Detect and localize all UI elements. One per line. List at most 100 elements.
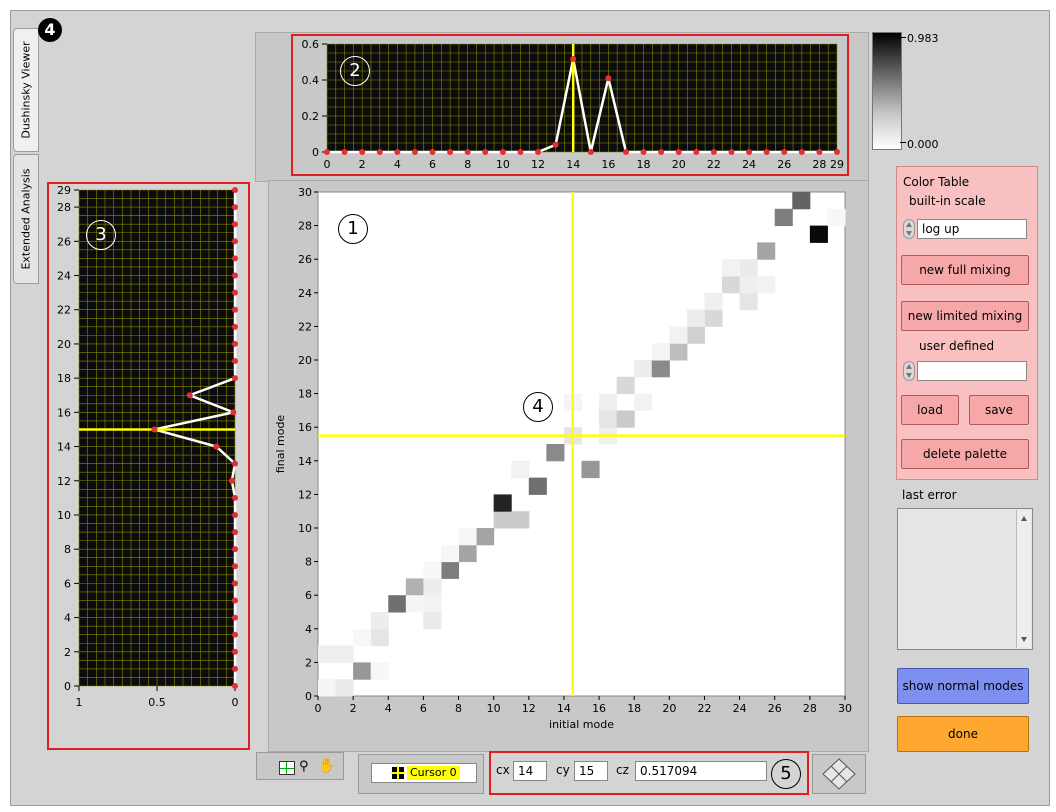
tab-extended-analysis[interactable]: Extended Analysis bbox=[13, 154, 39, 284]
done-button[interactable]: done bbox=[897, 716, 1029, 752]
x-tick-label: 22 bbox=[697, 702, 711, 715]
data-point bbox=[232, 546, 238, 553]
cy-field[interactable]: 15 bbox=[574, 761, 608, 781]
x-tick-label: 10 bbox=[496, 158, 510, 171]
data-point bbox=[394, 149, 401, 155]
data-point bbox=[232, 358, 238, 365]
cursor-mover-diamond-icon[interactable] bbox=[813, 755, 865, 793]
x-tick-label: 12 bbox=[531, 158, 545, 171]
x-tick-label: 0.5 bbox=[148, 696, 166, 709]
tab-dushinsky-viewer[interactable]: Dushinsky Viewer bbox=[13, 28, 39, 152]
data-point bbox=[232, 494, 238, 501]
data-point bbox=[499, 149, 506, 155]
y-tick-label: 8 bbox=[305, 556, 312, 569]
data-point bbox=[232, 289, 238, 296]
user-defined-spinner[interactable] bbox=[903, 361, 915, 381]
heatmap-cell bbox=[458, 528, 477, 546]
y-tick-label: 29 bbox=[57, 184, 71, 197]
data-point bbox=[763, 149, 770, 155]
x-tick-label: 18 bbox=[637, 158, 651, 171]
heatmap-cell bbox=[440, 561, 460, 579]
top-line-chart[interactable]: 00.20.40.60 2 4 6 8 10 12 14 16 18 20 22 24 26 28 29 bbox=[293, 36, 847, 174]
y-tick-label: 2 bbox=[64, 646, 71, 659]
colorbar-tick-min bbox=[900, 142, 906, 143]
user-defined-label: user defined bbox=[919, 339, 995, 353]
cursor-crosshair-icon bbox=[391, 766, 405, 780]
cursor-name[interactable]: Cursor 0 bbox=[407, 766, 460, 780]
data-point bbox=[376, 149, 383, 155]
y-tick-label: 10 bbox=[298, 522, 312, 535]
data-point bbox=[232, 323, 238, 330]
data-point bbox=[622, 149, 629, 155]
heatmap-cell bbox=[388, 595, 407, 613]
data-point bbox=[359, 149, 366, 155]
x-tick-label: 14 bbox=[566, 158, 580, 171]
data-point bbox=[411, 149, 418, 155]
y-tick-label: 8 bbox=[64, 543, 71, 556]
user-defined-field[interactable] bbox=[917, 361, 1027, 381]
y-tick-label: 0 bbox=[312, 146, 319, 159]
heatmap-cell bbox=[423, 612, 442, 630]
data-point bbox=[798, 149, 805, 155]
pan-hand-icon[interactable]: ✋ bbox=[318, 758, 336, 774]
heatmap-cell bbox=[722, 276, 741, 294]
y-tick-label: 6 bbox=[305, 589, 312, 602]
graph-palette: ⚲ ✋ bbox=[256, 752, 344, 780]
last-error-label: last error bbox=[902, 488, 957, 502]
new-limited-mixing-button[interactable]: new limited mixing bbox=[901, 301, 1029, 331]
delete-palette-button[interactable]: delete palette bbox=[901, 439, 1029, 469]
tab-label: Extended Analysis bbox=[19, 168, 33, 270]
new-full-mixing-button[interactable]: new full mixing bbox=[901, 255, 1029, 285]
data-point bbox=[658, 149, 665, 155]
heatmap-cell bbox=[704, 309, 723, 327]
data-point bbox=[232, 238, 238, 245]
scale-field[interactable]: log up bbox=[917, 219, 1027, 239]
x-tick-label: 2 bbox=[350, 702, 357, 715]
y-tick-label: 24 bbox=[57, 270, 71, 283]
save-button[interactable]: save bbox=[969, 395, 1029, 425]
y-tick-label: 14 bbox=[57, 441, 71, 454]
heatmap-cell bbox=[634, 360, 653, 378]
load-button[interactable]: load bbox=[901, 395, 959, 425]
scroll-up-icon[interactable] bbox=[1021, 516, 1027, 521]
callout-1: 1 bbox=[338, 214, 368, 244]
callout-4: 4 bbox=[523, 392, 553, 422]
zoom-tool-icon[interactable]: ⚲ bbox=[299, 759, 309, 774]
left-plot-panel: 0 2 4 6 8 10 12 14 16 18 20 22 24 26 28 29 1 0.5 0 bbox=[47, 182, 250, 750]
heatmap-cell bbox=[757, 242, 776, 260]
scale-spinner[interactable] bbox=[903, 219, 915, 239]
heatmap-cell bbox=[318, 679, 337, 697]
x-tick-label: 2 bbox=[359, 158, 366, 171]
error-scrollbar[interactable] bbox=[1016, 510, 1031, 648]
data-point bbox=[232, 187, 238, 193]
x-tick-label: 8 bbox=[455, 702, 462, 715]
show-normal-modes-button[interactable]: show normal modes bbox=[897, 668, 1029, 704]
data-point bbox=[232, 563, 238, 570]
dushinsky-heatmap[interactable]: 0 2 4 6 8 10 12 14 16 18 20 22 24 26 28 300246810121416… bbox=[268, 180, 867, 750]
x-tick-label: 10 bbox=[487, 702, 501, 715]
scroll-down-icon[interactable] bbox=[1021, 637, 1027, 642]
colorbar-max-label: 0.983 bbox=[907, 32, 939, 45]
callout-5: 5 bbox=[771, 759, 801, 789]
data-point bbox=[746, 149, 753, 155]
cz-field[interactable]: 0.517094 bbox=[635, 761, 767, 781]
callout-2: 2 bbox=[340, 56, 370, 86]
last-error-textbox[interactable] bbox=[897, 508, 1033, 650]
heatmap-cell bbox=[493, 511, 512, 529]
cx-field[interactable]: 14 bbox=[513, 761, 547, 781]
cursor-mover[interactable] bbox=[812, 754, 866, 794]
color-table-title: Color Table bbox=[903, 175, 970, 189]
data-point bbox=[213, 443, 220, 450]
x-tick-label: 0 bbox=[232, 696, 239, 709]
data-point bbox=[429, 149, 436, 155]
y-tick-label: 14 bbox=[298, 455, 312, 468]
cursor-tool-icon[interactable] bbox=[279, 761, 295, 775]
cursor-legend-row[interactable]: Cursor 0 bbox=[371, 763, 477, 783]
callout-3: 3 bbox=[86, 220, 116, 250]
heatmap-cell bbox=[493, 494, 512, 512]
x-tick-label: 0 bbox=[315, 702, 322, 715]
heatmap-cell bbox=[546, 444, 565, 462]
x-tick-label: 20 bbox=[662, 702, 676, 715]
data-point bbox=[728, 149, 735, 155]
